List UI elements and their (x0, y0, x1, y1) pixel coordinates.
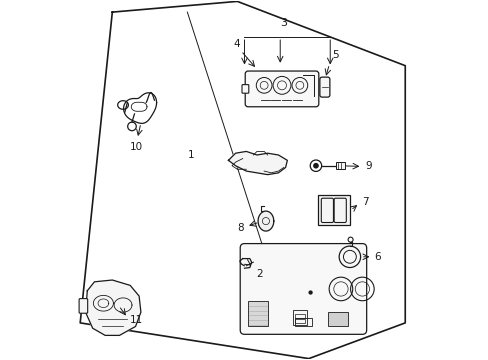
Bar (294, 314, 305, 318)
Bar (294, 319, 305, 323)
FancyBboxPatch shape (79, 298, 87, 313)
Text: 7: 7 (361, 197, 367, 207)
Polygon shape (258, 211, 273, 231)
Text: 5: 5 (331, 50, 338, 60)
Polygon shape (85, 280, 141, 336)
Text: 6: 6 (374, 252, 380, 262)
Text: 9: 9 (365, 161, 371, 171)
Text: 2: 2 (255, 269, 262, 279)
Text: 11: 11 (130, 315, 143, 325)
Bar (335, 162, 344, 169)
Circle shape (308, 291, 312, 295)
Text: 3: 3 (280, 18, 287, 28)
Text: 8: 8 (236, 223, 243, 233)
FancyBboxPatch shape (242, 85, 248, 93)
Bar (328, 312, 347, 327)
FancyBboxPatch shape (244, 71, 318, 107)
FancyBboxPatch shape (240, 244, 366, 334)
FancyBboxPatch shape (319, 77, 329, 97)
Bar (292, 310, 306, 325)
Polygon shape (228, 152, 287, 175)
Bar (317, 195, 349, 225)
Text: 1: 1 (187, 150, 194, 160)
Text: 4: 4 (233, 39, 240, 49)
Text: 10: 10 (129, 142, 142, 152)
Bar (294, 318, 312, 327)
Circle shape (312, 163, 318, 168)
Bar (247, 301, 267, 327)
